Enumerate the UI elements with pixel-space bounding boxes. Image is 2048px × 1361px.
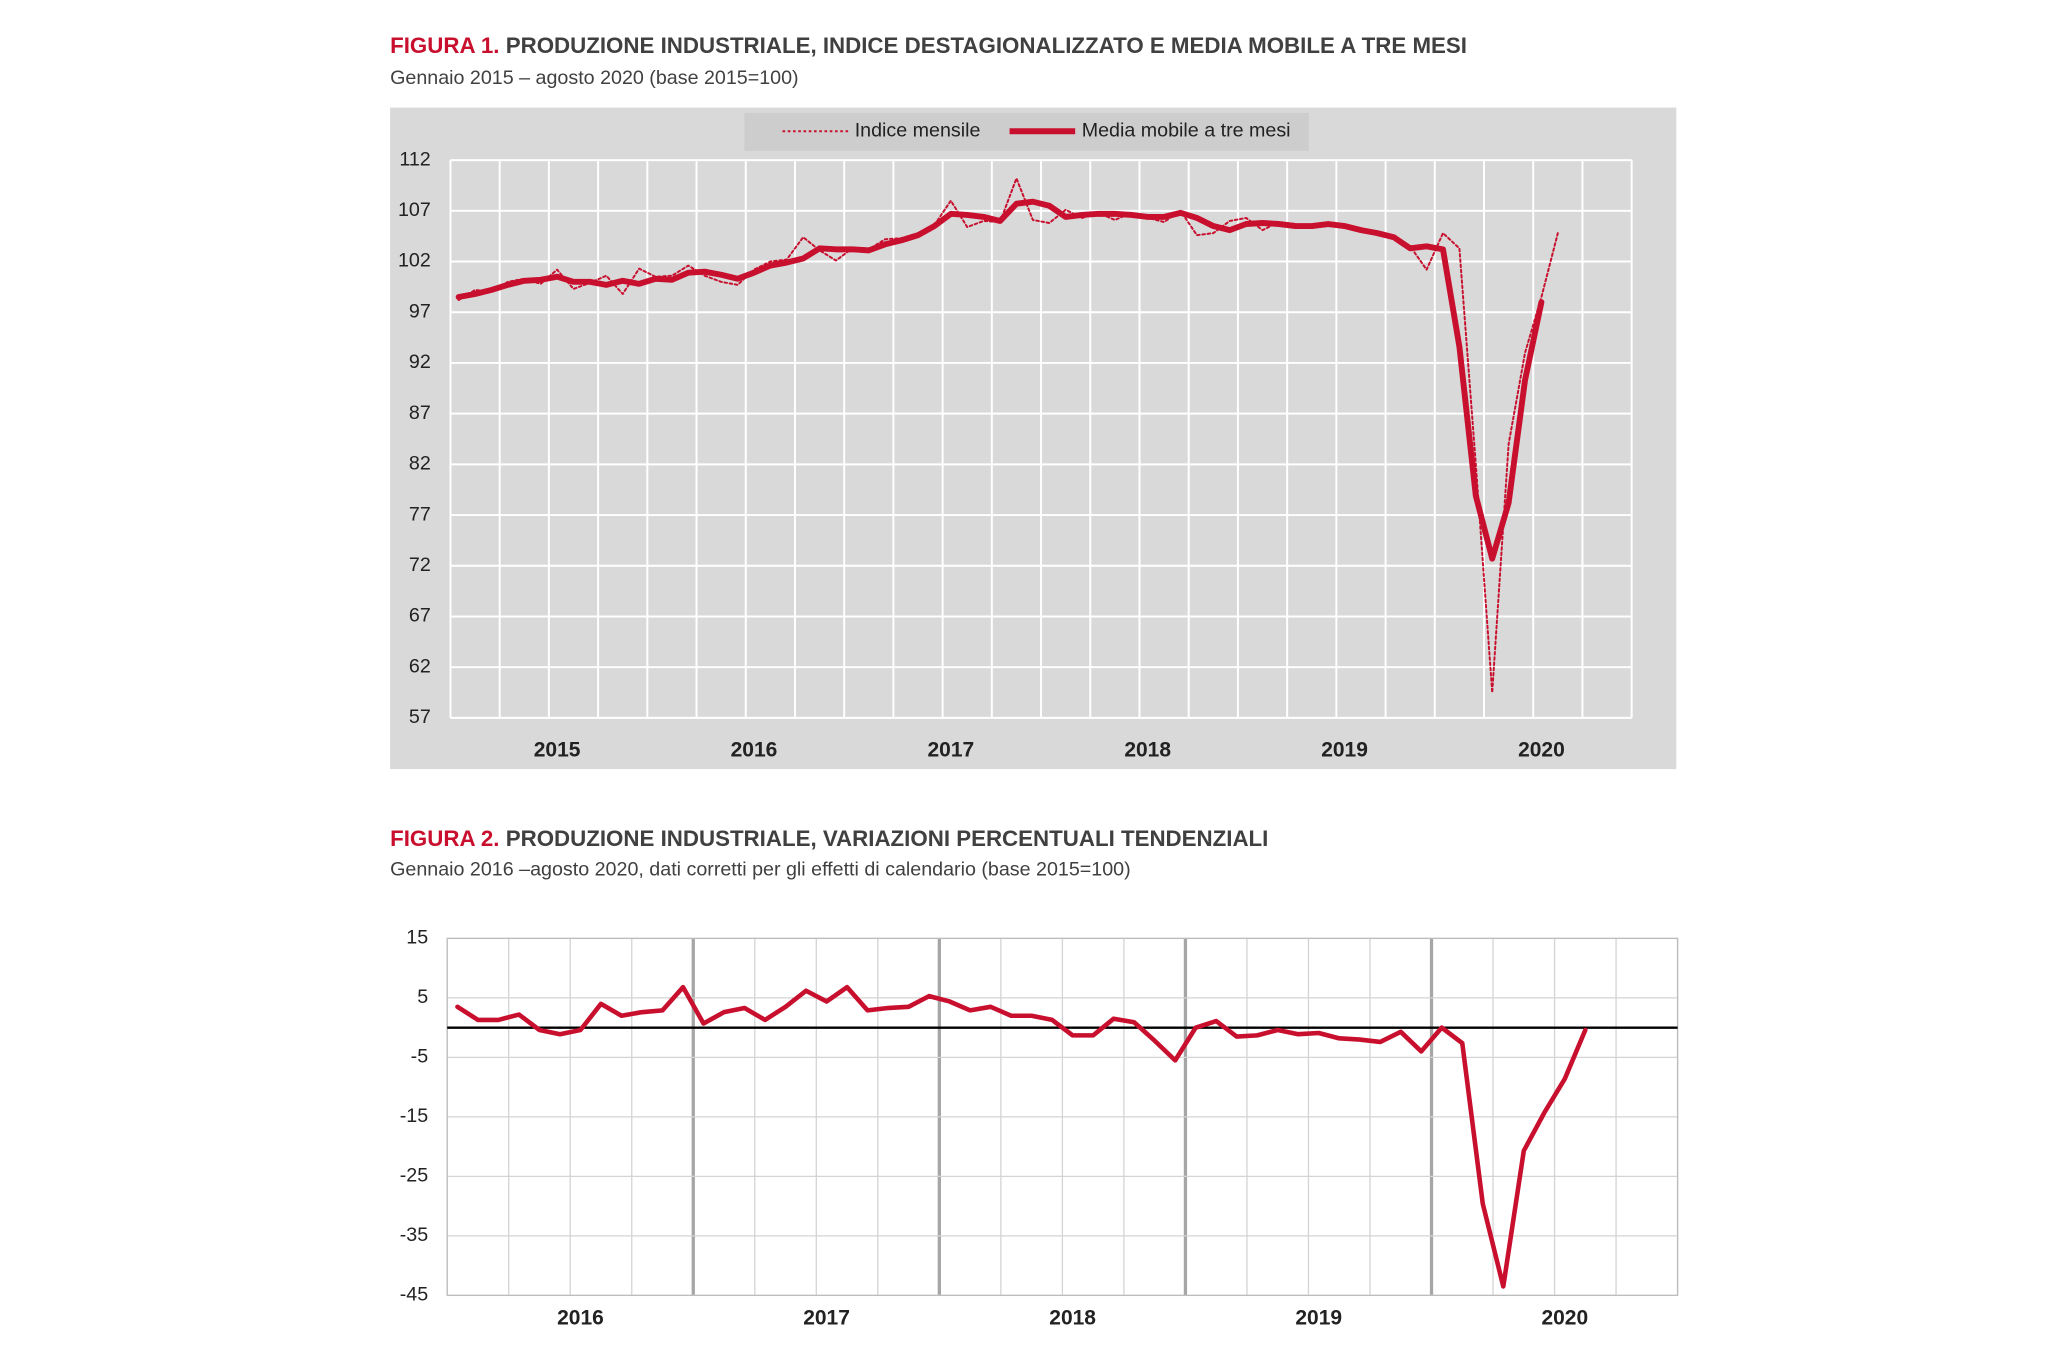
title-label: FIGURA 2. [390, 826, 499, 851]
x-tick-label: 2016 [731, 738, 778, 761]
series-line [455, 198, 1545, 562]
series-line [455, 984, 1588, 1289]
title-text: PRODUZIONE INDUSTRIALE, VARIAZIONI PERCE… [506, 826, 1269, 851]
y-tick-label: 15 [406, 927, 428, 949]
x-tick-label: 2018 [1049, 1307, 1096, 1330]
chart-1-background [390, 107, 1677, 770]
y-tick-label: -5 [411, 1046, 429, 1068]
y-tick-label: 57 [409, 706, 431, 728]
y-tick-label: 77 [409, 503, 431, 525]
chart-title: FIGURA 1. PRODUZIONE INDUSTRIALE, INDICE… [390, 33, 1467, 58]
title-label: FIGURA 1. [390, 33, 499, 58]
x-tick-label: 2016 [557, 1307, 604, 1330]
x-tick-label: 2017 [803, 1307, 850, 1330]
y-tick-label: 62 [409, 655, 431, 677]
y-tick-label: -15 [400, 1105, 428, 1127]
x-tick-label: 2018 [1124, 738, 1171, 761]
y-tick-label: 82 [409, 453, 431, 475]
chart-subtitle: Gennaio 2015 – agosto 2020 (base 2015=10… [390, 67, 799, 89]
chart-subtitle: Gennaio 2016 –agosto 2020, dati corretti… [390, 858, 1131, 880]
y-tick-label: 97 [409, 300, 431, 322]
legend-label: Media mobile a tre mesi [1082, 119, 1291, 141]
y-tick-label: -45 [400, 1284, 428, 1306]
y-tick-label: 5 [417, 986, 428, 1008]
y-tick-label: 107 [398, 199, 431, 221]
y-tick-label: 87 [409, 402, 431, 424]
y-tick-label: 92 [409, 351, 431, 373]
y-tick-label: 72 [409, 554, 431, 576]
x-tick-label: 2020 [1518, 738, 1565, 761]
plot-border [446, 937, 1679, 1297]
y-tick-label: 112 [399, 148, 430, 170]
x-tick-label: 2017 [927, 738, 974, 761]
y-tick-label: -25 [400, 1165, 428, 1187]
chart-title: FIGURA 2. PRODUZIONE INDUSTRIALE, VARIAZ… [390, 826, 1268, 851]
x-tick-label: 2019 [1321, 738, 1368, 761]
y-tick-label: -35 [400, 1224, 428, 1246]
x-tick-label: 2015 [534, 738, 581, 761]
title-text: PRODUZIONE INDUSTRIALE, INDICE DESTAGION… [506, 33, 1467, 58]
legend-label: Indice mensile [855, 119, 981, 141]
x-tick-label: 2019 [1295, 1307, 1342, 1330]
y-tick-label: 67 [409, 605, 431, 627]
x-tick-label: 2020 [1541, 1307, 1588, 1330]
y-tick-label: 102 [398, 250, 431, 272]
